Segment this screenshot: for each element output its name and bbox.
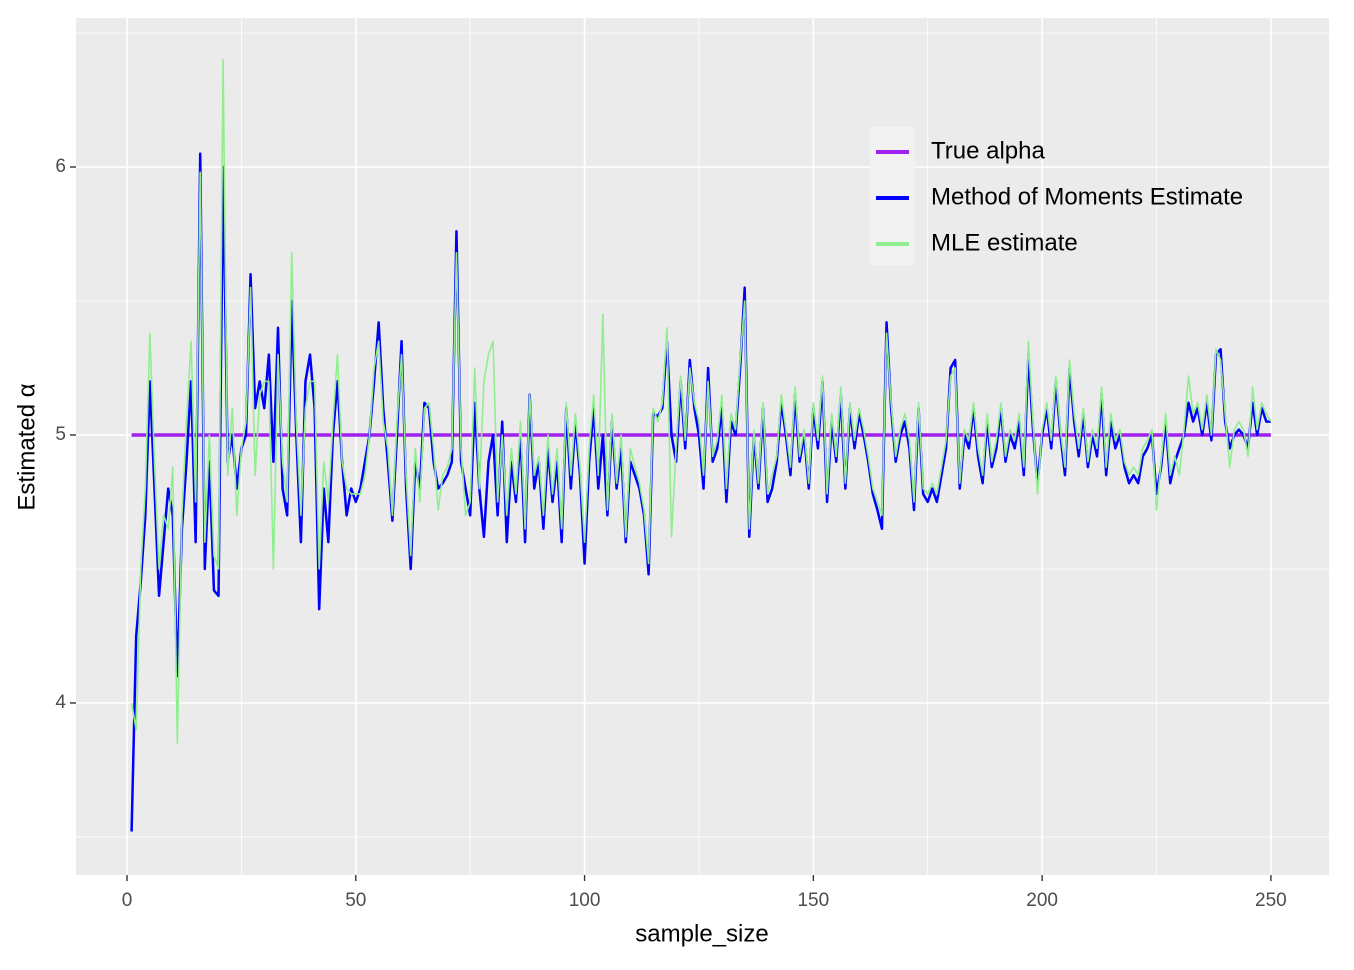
- legend-label: Method of Moments Estimate: [931, 183, 1243, 210]
- x-tick-label: 150: [797, 890, 829, 911]
- x-tick-label: 0: [122, 890, 133, 911]
- legend: True alpha Method of Moments Estimate MLE …: [870, 127, 1243, 265]
- x-tick-label: 50: [345, 890, 366, 911]
- lines: [130, 59, 1272, 832]
- x-axis-title: sample_size: [635, 920, 768, 947]
- x-tick-label: 250: [1255, 890, 1287, 911]
- axes: 0 50 100 150 200 250 4 5 6: [55, 156, 1286, 911]
- series-line: [130, 59, 1272, 744]
- y-axis-title: Estimated α: [13, 383, 40, 510]
- y-tick-label: 5: [55, 424, 66, 445]
- x-tick-label: 200: [1026, 890, 1058, 911]
- y-tick-label: 4: [55, 692, 66, 713]
- legend-label: True alpha: [931, 137, 1046, 164]
- grid: [76, 18, 1329, 875]
- y-tick-label: 6: [55, 156, 66, 177]
- x-tick-label: 100: [569, 890, 601, 911]
- plot-panel: [76, 18, 1329, 875]
- legend-label: MLE estimate: [931, 229, 1078, 256]
